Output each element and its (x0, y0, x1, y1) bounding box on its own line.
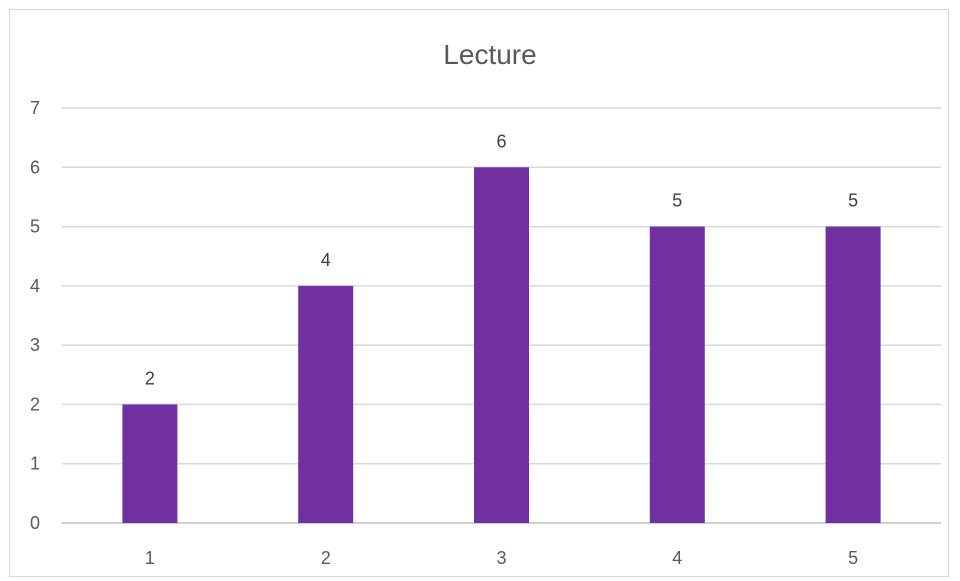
y-tick-label: 6 (30, 157, 40, 177)
bar (122, 404, 178, 523)
data-label: 6 (496, 131, 506, 151)
x-tick-label: 4 (672, 548, 682, 568)
chart-title: Lecture (443, 39, 536, 70)
bars (122, 167, 881, 524)
y-tick-label: 3 (30, 335, 40, 355)
y-tick-label: 2 (30, 394, 40, 414)
data-label: 2 (145, 368, 155, 388)
data-label: 4 (321, 250, 331, 270)
x-axis-ticks: 1 2 3 4 5 (145, 548, 858, 568)
y-axis-ticks: 0 1 2 3 4 5 6 7 (30, 98, 40, 533)
bar (825, 226, 881, 524)
bar (474, 167, 529, 524)
x-tick-label: 3 (496, 548, 506, 568)
y-tick-label: 4 (30, 276, 40, 296)
data-label: 5 (848, 191, 858, 211)
x-tick-label: 2 (321, 548, 331, 568)
y-tick-label: 1 (30, 454, 40, 474)
x-tick-label: 1 (145, 548, 155, 568)
y-tick-label: 5 (30, 217, 40, 237)
data-label: 5 (672, 191, 682, 211)
bar (649, 226, 705, 524)
data-labels: 2 4 6 5 5 (145, 131, 858, 388)
y-tick-label: 0 (30, 513, 40, 533)
bar (298, 285, 354, 523)
y-tick-label: 7 (30, 98, 40, 118)
x-tick-label: 5 (848, 548, 858, 568)
